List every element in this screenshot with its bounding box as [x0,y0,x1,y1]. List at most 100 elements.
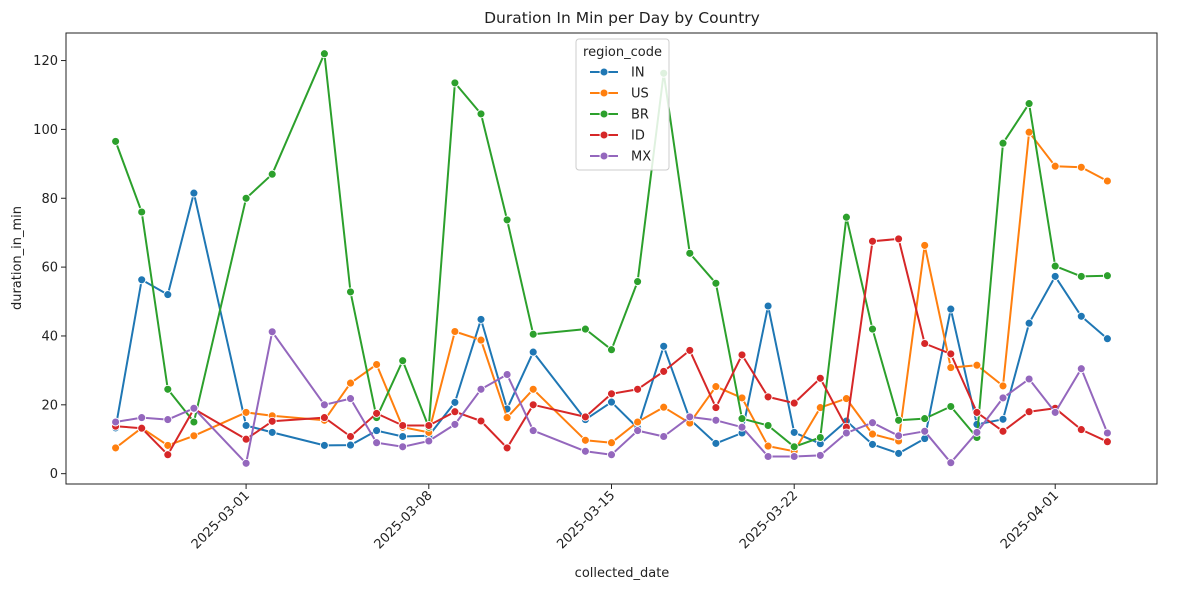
data-point [528,400,538,410]
data-point [1102,428,1112,438]
data-point [659,341,669,351]
data-point [372,360,382,369]
data-point [450,407,460,417]
data-point [1050,407,1060,417]
data-point [1024,318,1034,328]
data-point [659,432,669,441]
data-point [972,407,982,417]
legend-marker [599,67,609,77]
data-point [607,450,616,460]
data-point [946,349,956,359]
data-point [163,450,173,460]
data-point [972,427,982,437]
data-point [346,432,355,441]
data-point [137,413,147,423]
data-point [946,304,956,314]
data-point [398,421,408,430]
legend-label-id: ID [631,129,645,144]
y-tick-label: 60 [41,261,58,276]
data-point [1076,311,1086,321]
data-point [607,397,616,407]
legend-title: region_code [583,45,662,60]
data-point [528,426,538,436]
series-line-in [114,192,1109,455]
data-point [868,324,877,334]
data-point [1024,374,1034,384]
data-point [502,370,512,379]
plot-frame [65,32,1158,485]
data-point [346,394,355,404]
data-point [267,327,277,337]
data-point [580,324,590,334]
data-point [763,301,773,311]
data-point [528,384,538,394]
data-point [998,414,1008,424]
data-point [633,417,643,427]
series-in [111,188,1112,458]
y-tick-label: 120 [33,54,58,69]
data-point [241,193,251,203]
data-point [815,450,825,460]
data-point [659,366,669,376]
data-point [476,314,486,324]
legend-marker [599,151,609,161]
legend-label-mx: MX [631,150,651,165]
data-point [946,458,956,468]
data-point [398,442,408,452]
data-point [189,431,199,441]
data-point [502,215,512,225]
data-point [633,384,643,394]
data-point [894,234,904,244]
data-point [685,248,695,258]
data-point [868,418,877,428]
data-point [372,408,382,418]
y-tick-label: 0 [50,467,58,482]
data-point [711,403,721,413]
data-point [528,329,538,339]
data-point [607,389,616,399]
data-point [607,345,616,355]
data-point [450,397,460,407]
data-point [946,363,956,373]
data-point [111,136,121,146]
data-point [998,426,1008,436]
series-mx [111,327,1112,468]
data-point [319,413,329,423]
data-point [502,443,512,453]
data-point [789,442,799,452]
data-point [894,415,904,425]
legend-label-us: US [631,87,649,102]
data-point [789,398,799,408]
series-id [111,234,1112,460]
legend-marker [599,130,609,140]
data-point [450,419,460,429]
data-point [789,452,799,461]
data-point [1076,364,1086,374]
data-point [111,443,121,453]
data-point [267,427,277,437]
data-point [137,423,147,433]
data-point [920,339,930,348]
legend-label-in: IN [631,66,645,81]
data-point [398,356,408,366]
data-point [163,384,173,394]
data-point [763,392,773,402]
data-point [319,440,329,450]
data-point [1050,261,1060,271]
data-point [1024,99,1034,109]
legend-marker [599,109,609,119]
y-tick-label: 40 [41,329,58,344]
data-point [580,435,590,445]
legend: region_code IN US BR ID MX [575,38,670,171]
data-point [1102,437,1112,447]
data-point [241,434,251,444]
data-point [189,417,199,427]
data-point [737,350,747,360]
data-point [267,416,277,426]
data-point [633,277,643,287]
data-point [319,400,329,410]
data-point [711,415,721,425]
data-point [137,207,147,217]
data-point [972,360,982,370]
